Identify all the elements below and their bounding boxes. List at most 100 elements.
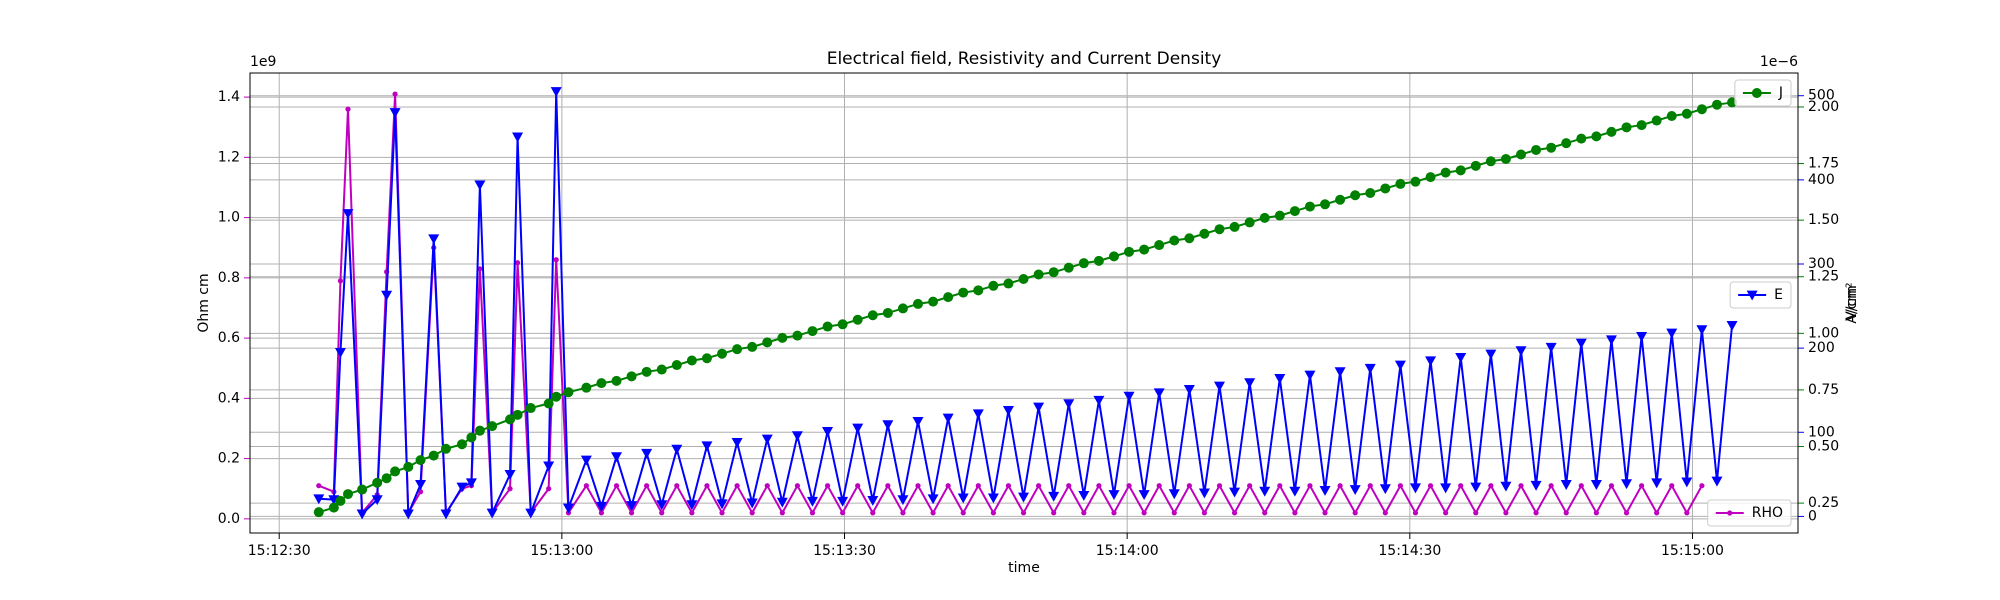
marker — [390, 466, 401, 477]
marker — [885, 483, 891, 489]
marker — [1201, 510, 1208, 516]
marker — [1455, 165, 1466, 176]
marker — [671, 360, 682, 371]
marker — [1654, 510, 1660, 516]
marker — [1093, 395, 1105, 406]
marker — [1199, 228, 1210, 239]
marker — [465, 478, 477, 489]
marker — [595, 501, 607, 512]
marker — [900, 510, 906, 516]
marker — [487, 421, 498, 432]
marker — [749, 510, 755, 516]
y-tick-label: 1.2 — [218, 149, 240, 165]
y2-offset-label: 1e−6 — [1760, 54, 1798, 70]
series-0 — [316, 91, 1705, 516]
marker — [1051, 510, 1057, 516]
marker — [824, 483, 831, 489]
marker — [1412, 510, 1419, 516]
marker — [913, 298, 924, 309]
marker — [313, 507, 324, 518]
marker — [1244, 378, 1256, 389]
y-tick-label: 0.8 — [218, 270, 240, 286]
marker — [1123, 391, 1135, 402]
marker — [1606, 126, 1617, 137]
marker — [731, 437, 743, 448]
marker — [335, 495, 346, 506]
marker — [882, 420, 894, 431]
marker — [428, 234, 440, 245]
y-tick-label: 0.0 — [218, 511, 240, 527]
marker — [486, 508, 498, 519]
marker — [551, 391, 562, 402]
marker — [546, 486, 552, 492]
marker — [716, 499, 728, 510]
marker — [337, 278, 344, 284]
legend: E — [1729, 281, 1792, 309]
marker — [342, 489, 353, 500]
marker — [1214, 381, 1226, 392]
legend-marker — [1746, 290, 1758, 301]
marker — [1274, 210, 1285, 221]
y2-tick-label: 1.50 — [1808, 212, 1839, 228]
marker — [563, 387, 574, 398]
marker — [870, 510, 876, 516]
marker — [1350, 190, 1361, 201]
marker — [1247, 483, 1253, 489]
marker — [1651, 478, 1663, 489]
y3-tick-label: 400 — [1808, 172, 1835, 188]
marker — [514, 260, 521, 266]
marker — [852, 423, 864, 434]
marker — [822, 427, 834, 437]
marker — [882, 307, 893, 318]
marker — [1515, 346, 1527, 357]
marker — [357, 484, 368, 495]
marker — [1515, 149, 1526, 160]
x-tick-label: 15:12:30 — [248, 543, 311, 559]
marker — [1168, 489, 1180, 500]
marker — [328, 502, 339, 513]
marker — [415, 455, 426, 466]
chart-title: Electrical field, Resistivity and Curren… — [827, 49, 1222, 69]
marker — [356, 509, 368, 520]
grid-layer — [250, 73, 1798, 533]
y3-tick-label: 100 — [1808, 424, 1835, 440]
marker — [659, 510, 665, 516]
marker — [1289, 486, 1301, 497]
marker — [345, 106, 351, 112]
marker — [1548, 483, 1554, 489]
marker — [641, 366, 652, 377]
marker — [1696, 104, 1707, 115]
marker — [1518, 483, 1524, 489]
marker — [734, 483, 740, 489]
marker — [1473, 510, 1479, 516]
marker — [1696, 325, 1708, 336]
marker — [1533, 510, 1539, 516]
marker — [611, 452, 623, 463]
marker — [1560, 480, 1572, 490]
marker — [1621, 479, 1633, 490]
x-tick-label: 15:15:00 — [1661, 543, 1724, 559]
marker — [930, 510, 936, 516]
marker — [1292, 510, 1298, 516]
marker — [1503, 510, 1509, 516]
marker — [1470, 160, 1481, 171]
marker — [641, 448, 653, 459]
marker — [912, 416, 924, 427]
y-tick-label: 0.6 — [218, 330, 240, 346]
marker — [504, 469, 516, 480]
marker — [942, 413, 954, 424]
marker — [689, 510, 695, 516]
marker — [1229, 221, 1240, 232]
marker — [1003, 278, 1014, 289]
marker — [628, 510, 635, 516]
marker — [525, 508, 537, 519]
marker — [1244, 217, 1255, 228]
marker — [686, 355, 697, 366]
marker — [1063, 399, 1075, 410]
marker — [1156, 483, 1162, 489]
marker — [1638, 483, 1645, 489]
marker — [1277, 483, 1283, 489]
marker — [791, 431, 803, 442]
marker — [1153, 388, 1165, 399]
marker — [776, 497, 788, 508]
